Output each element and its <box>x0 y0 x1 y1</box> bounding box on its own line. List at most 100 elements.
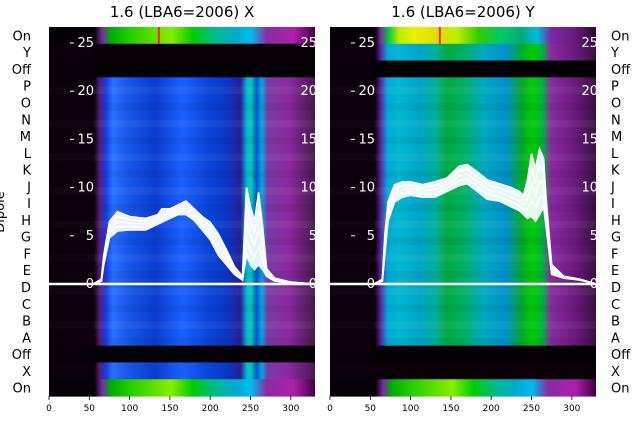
overlay-line <box>49 187 316 285</box>
row-label-right: G <box>611 231 621 246</box>
heatmap-row <box>330 27 596 45</box>
row-label-left: M <box>20 130 31 145</box>
panel-title: 1.6 (LBA6=2006) Y <box>391 3 535 21</box>
row-label-right: X <box>611 365 620 380</box>
heatmap-row-shade <box>330 338 596 346</box>
row-label-left: On <box>13 382 31 397</box>
y-tick-label-right: 15 <box>581 132 598 147</box>
row-label-left: O <box>21 96 31 111</box>
row-label-right: L <box>611 147 619 162</box>
row-label-right: C <box>611 298 620 313</box>
row-label-right: F <box>611 247 618 262</box>
row-label-left: X <box>22 365 31 380</box>
y-tick-label: 5 <box>367 229 375 244</box>
heatmap-row-shade <box>330 120 596 128</box>
heatmap-row-shade <box>330 271 596 279</box>
row-label-right: M <box>611 130 622 145</box>
overlay-line <box>49 210 316 285</box>
heatmap-row-shade <box>330 103 596 111</box>
x-tick-label: 250 <box>523 404 540 414</box>
overlay-line <box>330 182 597 285</box>
row-label-right: Y <box>610 46 619 61</box>
heatmap-row-shade <box>330 321 596 329</box>
row-label-left: H <box>21 214 31 229</box>
heatmap-row <box>330 379 596 397</box>
x-tick-label: 150 <box>442 404 459 414</box>
x-tick-label: 250 <box>242 404 259 414</box>
row-label-left: C <box>22 298 31 313</box>
heatmap-row-shade <box>49 338 315 346</box>
x-tick-label: 100 <box>121 404 138 414</box>
row-label-left: P <box>23 80 31 95</box>
row-label-right: Off <box>611 348 631 363</box>
heatmap-row <box>49 94 315 112</box>
row-label-right: D <box>611 281 621 296</box>
heatmap-row-shade <box>49 170 315 178</box>
row-label-left: Y <box>22 46 31 61</box>
overlay-line <box>49 203 316 285</box>
heatmap-row <box>49 27 315 45</box>
heatmap-row <box>330 144 596 162</box>
y-tick-label-right: 25 <box>581 36 598 51</box>
row-label-right: A <box>611 331 620 346</box>
heatmap-row-shade <box>49 237 315 246</box>
y-tick-label: 20 <box>358 84 375 99</box>
heatmap-row <box>49 261 315 280</box>
x-tick-label: 300 <box>563 404 580 414</box>
heatmap-row <box>49 379 315 397</box>
x-tick-label: 0 <box>46 404 52 414</box>
heatmap-row-shade <box>330 136 596 145</box>
x-tick-label: 150 <box>161 404 178 414</box>
y-tick-label-right: 20 <box>581 84 598 99</box>
heatmap-row-shade <box>49 220 315 229</box>
row-label-left: Off <box>12 348 32 363</box>
ylabel-dipole: Dipole <box>0 191 8 232</box>
heatmap-row <box>49 43 315 62</box>
heatmap-row <box>49 60 315 78</box>
heatmap-row-shade <box>49 287 315 296</box>
row-label-left: D <box>21 281 31 296</box>
row-label-right: J <box>610 180 615 195</box>
heatmap-row <box>330 295 596 313</box>
x-tick-label: 300 <box>282 404 299 414</box>
row-label-left: K <box>22 164 31 179</box>
y-tick-label: 15 <box>358 132 375 147</box>
heatmap-row <box>330 127 596 146</box>
row-label-right: H <box>611 214 621 229</box>
heatmap-row-shade <box>330 203 596 212</box>
spike-marker <box>157 27 160 44</box>
x-tick-label: 200 <box>483 404 500 414</box>
y-tick-label: 15 <box>77 132 94 147</box>
row-label-left: Off <box>12 63 32 78</box>
row-label-right: On <box>611 382 629 397</box>
heatmap-row <box>49 312 315 330</box>
heatmap-row <box>330 60 596 78</box>
row-label-left: L <box>24 147 32 162</box>
heatmap-row <box>49 144 315 162</box>
heatmap-row-shade <box>330 304 596 313</box>
heatmap-row-shade <box>49 304 315 313</box>
heatmap-row-shade <box>49 103 315 111</box>
y-tick-label: 20 <box>77 84 94 99</box>
x-tick-label: 200 <box>202 404 219 414</box>
heatmap-row-shade <box>49 136 315 145</box>
y-tick-label-right: 15 <box>300 132 317 147</box>
heatmap-row <box>330 110 596 129</box>
heatmap-row-shade <box>330 187 596 195</box>
y-tick-label: 25 <box>358 36 375 51</box>
heatmap-row-shade <box>330 237 596 246</box>
overlay-line <box>330 178 597 285</box>
heatmap-row <box>330 345 596 364</box>
x-tick-label: 50 <box>84 404 96 414</box>
row-label-left: G <box>21 231 31 246</box>
row-label-right: On <box>611 29 629 44</box>
heatmap-row <box>49 345 315 364</box>
heatmap-row <box>330 94 596 112</box>
row-label-left: E <box>23 264 31 279</box>
y-tick-label: 25 <box>77 36 94 51</box>
heatmap-dark-band <box>330 27 375 396</box>
heatmap-row <box>330 245 596 263</box>
overlay-line <box>49 206 316 285</box>
heatmap-row <box>330 328 596 347</box>
y-tick-label: 10 <box>358 181 375 196</box>
